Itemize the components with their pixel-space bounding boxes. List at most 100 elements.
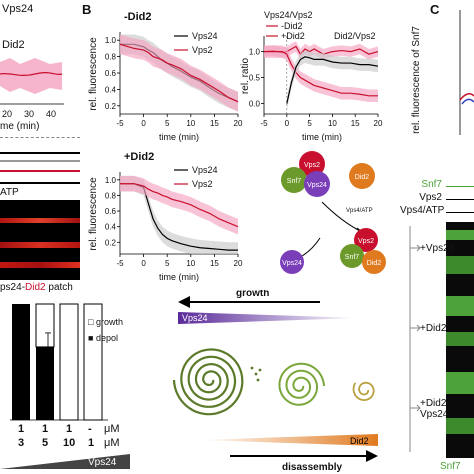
arrow-3: [410, 404, 421, 412]
vps24-wedge-shape: [178, 312, 360, 324]
did2-band: [0, 58, 62, 94]
panel-c-row-snf7: Snf7: [421, 179, 442, 190]
vps2-circle-label: Vps2: [304, 162, 320, 169]
bar-unit-2: μM: [104, 437, 120, 449]
arrow-label: Vps4/ATP: [346, 208, 373, 214]
vps2-line: [446, 199, 474, 200]
y-tick-label: 0.8: [105, 191, 117, 200]
bar-depol-0: [12, 304, 30, 420]
x-tick-label: 5: [165, 119, 170, 128]
legend-depol: ■ depol: [88, 333, 118, 343]
debris-0: [250, 366, 254, 370]
vps24-released-label: Vps24: [282, 260, 302, 267]
y-axis-label: rel. fluorescence: [88, 177, 99, 251]
y-tick-label: 1.0: [105, 176, 117, 185]
gel-band-4: [446, 332, 474, 346]
xtick-30: 30: [24, 109, 35, 119]
vps24-wedge-label: Vps24: [182, 313, 208, 323]
bar-row2-3: 1: [88, 437, 95, 449]
line-red: [0, 170, 80, 172]
subunit-scheme: Vps2 Snf7 Vps24 Did2 Vps4/ATP Vps24 Vps2 Snf7 Di…: [280, 151, 386, 274]
kymo-band-3: [0, 262, 80, 268]
y-axis-label: rel. fluorescence: [88, 37, 99, 111]
legend-plus-did2: +Did2: [281, 31, 305, 41]
x-axis-label: time (min): [302, 132, 342, 142]
snf7-bound-label: Snf7: [345, 254, 360, 261]
bar-growth-2: [59, 303, 79, 421]
gel-band-3: [446, 296, 474, 316]
wedge-shape: [0, 454, 130, 469]
spiral-large: [172, 348, 244, 416]
spiral-medium: [278, 362, 325, 406]
x-tick-label: 0: [285, 119, 290, 128]
arrow-1: [410, 244, 421, 252]
legend-vps2: Vps2: [192, 179, 213, 189]
bar-row1-0: 1: [18, 423, 25, 435]
panel-c-bracket: [409, 226, 421, 452]
series-band-0: [264, 41, 378, 60]
debris-1: [254, 372, 258, 376]
legend-did2-vps2: Did2/Vps2: [334, 31, 376, 41]
ratio-title: Vps24/Vps2: [264, 10, 313, 20]
gel-band-2: [446, 256, 474, 274]
xtick-20: 20: [2, 109, 13, 119]
chart-ratio: -5 0 5 10 15 20 1.0 0.5 0.0 Vps24/Vps2-Did2+Did2 D…: [240, 10, 383, 142]
spiral-model: growth Vps24 Did2 disassembly: [172, 290, 378, 473]
atp-label: ATP: [0, 187, 19, 198]
x-tick-label: -5: [260, 119, 268, 128]
x-tick-label: 0: [141, 119, 146, 128]
panel-c-chart: [446, 0, 474, 140]
y-tick-label: 0.4: [105, 85, 117, 94]
y-tick-label: 0.5: [249, 74, 261, 83]
panel-c-bottom-snf7: Snf7: [440, 461, 461, 472]
gel-band-5: [446, 372, 474, 394]
bar-row1-1: 1: [42, 423, 49, 435]
reaction-arrow: [321, 201, 363, 233]
bar-row1-3: -: [88, 423, 92, 435]
vps2-bound-label: Vps2: [358, 238, 374, 245]
did2-circle: [349, 163, 375, 189]
x-tick-label: 10: [186, 259, 195, 268]
x-tick-label: 20: [374, 119, 383, 128]
x-tick-label: 20: [234, 119, 243, 128]
bar-row2-0: 3: [18, 437, 25, 449]
vps24-released: [280, 250, 304, 274]
y-tick-label: 0.0: [249, 100, 261, 109]
panel-a-trace: [0, 58, 64, 105]
cond-vps24: +Vps24: [420, 243, 455, 254]
did2-bound: [362, 250, 386, 274]
snf7-circle: [281, 167, 307, 193]
panel-c-blue: [461, 98, 474, 105]
panel-b-label: B: [82, 2, 92, 17]
x-tick-label: -5: [116, 259, 124, 268]
bar-row2-2: 10: [63, 437, 76, 449]
x-tick-label: 15: [210, 119, 219, 128]
y-tick-label: 1.0: [249, 48, 261, 57]
series-line-1: [264, 51, 378, 97]
series-band-1: [120, 175, 238, 235]
debris-2: [258, 368, 262, 372]
y-tick-label: 0.2: [105, 102, 117, 111]
patch-label-sep: -: [21, 282, 26, 293]
chart-title: -Did2: [124, 11, 152, 23]
release-arrow: [301, 237, 321, 257]
legend-minus-did2: -Did2: [281, 21, 303, 31]
chart-minus-did2: -5 0 5 10 15 20 1.0 0.8 0.6 0.4 0.2 -Did2 Vps24 Vps2 t…: [88, 11, 243, 142]
gel-band-6: [446, 418, 474, 434]
snf7-line: [446, 186, 474, 187]
x-tick-label: 10: [186, 119, 195, 128]
panel-c-ylabel: rel. fluorescence of Snf7: [411, 26, 422, 134]
legend-depol-label: depol: [95, 333, 118, 343]
did2-wedge-label: Did2: [350, 436, 369, 446]
cond-did2-vps24: +Did2-Vps24: [420, 398, 450, 420]
did2-bound-label: Did2: [367, 260, 382, 267]
wedge-label: Vps24: [88, 457, 117, 468]
chart-plus-did2: -5 0 5 10 15 20 1.0 0.8 0.6 0.4 0.2 +Did2 Vps24 Vps2 t…: [88, 151, 243, 282]
panel-c-row-vps2: Vps2: [419, 192, 442, 203]
x-axis-label: time (min): [159, 132, 199, 142]
panel-c-red: [459, 93, 474, 101]
vps2-circle: [299, 151, 325, 177]
y-tick-label: 0.6: [105, 69, 117, 78]
panel-c-label: C: [430, 2, 440, 17]
series-band-2: [286, 50, 378, 110]
